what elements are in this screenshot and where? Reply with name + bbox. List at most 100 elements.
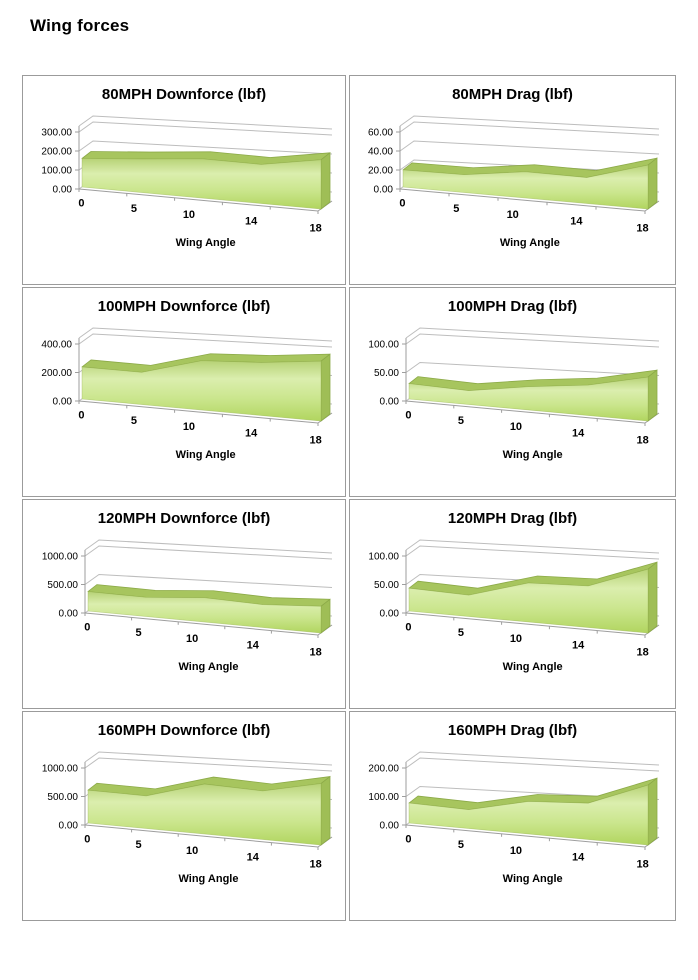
x-axis-title: Wing Angle bbox=[176, 449, 236, 461]
chart-title: 80MPH Drag (lbf) bbox=[452, 86, 573, 103]
y-axis-tick-label: 200.00 bbox=[41, 147, 72, 158]
y-axis-tick-label: 60.00 bbox=[368, 128, 393, 139]
chart-box-120mph-drag-lbf: 120MPH Drag (lbf) 0.00 50.00 100.00 0 5 10 14 18… bbox=[349, 499, 676, 709]
x-axis-tick-label: 0 bbox=[84, 621, 90, 633]
gridline bbox=[84, 757, 333, 772]
x-axis-tick-label: 10 bbox=[186, 845, 198, 857]
x-axis-title: Wing Angle bbox=[503, 873, 563, 885]
chart-box-80mph-downforce-lbf: 80MPH Downforce (lbf) 0.00 100.00 200.00 300… bbox=[22, 75, 346, 285]
area-side-cap bbox=[320, 151, 331, 210]
x-axis-tick-label: 14 bbox=[572, 428, 585, 440]
x-axis-tick-label: 5 bbox=[136, 839, 142, 851]
y-axis-tick-label: 500.00 bbox=[47, 580, 78, 591]
x-axis-tick-label: 14 bbox=[247, 640, 260, 652]
area-side-cap bbox=[647, 561, 658, 634]
x-axis-tick-label: 0 bbox=[405, 621, 411, 633]
x-axis-tick-label: 0 bbox=[405, 409, 411, 421]
gridline bbox=[84, 539, 333, 554]
chart-title: 120MPH Downforce (lbf) bbox=[97, 510, 271, 527]
x-axis-tick-label: 14 bbox=[245, 216, 258, 228]
x-axis-tick-label: 5 bbox=[458, 839, 464, 851]
x-axis-tick-label: 5 bbox=[136, 627, 142, 639]
area-front-face bbox=[408, 568, 649, 634]
gridline bbox=[405, 327, 660, 342]
x-axis-tick-label: 5 bbox=[458, 415, 464, 427]
gridline bbox=[84, 573, 333, 588]
area-front-face bbox=[81, 360, 322, 422]
gridline bbox=[405, 751, 660, 766]
gridline bbox=[78, 327, 333, 342]
plot-area-3d: 0.00 100.00 200.00 300.00 0 5 10 14 18 Wing Angle bbox=[41, 115, 333, 249]
gridline bbox=[78, 140, 333, 155]
gridline bbox=[78, 115, 333, 130]
x-axis-tick-label: 18 bbox=[636, 859, 648, 871]
x-axis-tick-label: 18 bbox=[310, 859, 322, 871]
x-axis-tick-label: 0 bbox=[84, 833, 90, 845]
y-axis-tick-label: 400.00 bbox=[41, 340, 72, 351]
chart-box-120mph-downforce-lbf: 120MPH Downforce (lbf) 0.00 500.00 1000.00 0… bbox=[22, 499, 346, 709]
x-axis-tick-label: 0 bbox=[78, 409, 84, 421]
x-axis-tick-label: 0 bbox=[399, 197, 405, 209]
area-front-face bbox=[402, 164, 649, 210]
y-axis-tick-label: 100.00 bbox=[368, 552, 399, 563]
area-front-face bbox=[408, 376, 649, 422]
x-axis-tick-label: 18 bbox=[310, 647, 322, 659]
y-axis-tick-label: 1000.00 bbox=[42, 764, 79, 775]
x-axis-tick-label: 5 bbox=[131, 415, 137, 427]
x-axis-tick-label: 18 bbox=[636, 223, 648, 235]
chart-box-80mph-drag-lbf: 80MPH Drag (lbf) 0.00 20.00 40.00 60.00 0 5 10 1… bbox=[349, 75, 676, 285]
y-axis-tick-label: 0.00 bbox=[53, 185, 73, 196]
y-axis-tick-label: 50.00 bbox=[374, 580, 399, 591]
y-axis-tick-label: 100.00 bbox=[368, 792, 399, 803]
x-axis-title: Wing Angle bbox=[176, 237, 236, 249]
gridline bbox=[399, 140, 660, 155]
x-axis-title: Wing Angle bbox=[178, 873, 238, 885]
area-side-cap bbox=[647, 777, 658, 846]
y-axis-tick-label: 0.00 bbox=[59, 821, 79, 832]
gridline bbox=[78, 121, 333, 136]
x-axis-tick-label: 5 bbox=[453, 203, 459, 215]
x-axis-tick-label: 14 bbox=[572, 852, 585, 864]
chart-title: 160MPH Drag (lbf) bbox=[447, 722, 578, 739]
area-side-cap bbox=[647, 157, 658, 210]
y-axis-tick-label: 1000.00 bbox=[42, 552, 79, 563]
plot-area-3d: 0.00 500.00 1000.00 0 5 10 14 18 Wing Angle bbox=[42, 539, 333, 673]
y-axis-tick-label: 200.00 bbox=[368, 764, 399, 775]
plot-area-3d: 0.00 50.00 100.00 0 5 10 14 18 Wing Angle bbox=[368, 327, 660, 461]
x-axis-tick-label: 18 bbox=[309, 435, 321, 447]
x-axis-tick-label: 10 bbox=[510, 845, 522, 857]
x-axis-tick-label: 14 bbox=[570, 216, 583, 228]
gridline bbox=[405, 539, 660, 554]
chart-title: 160MPH Downforce (lbf) bbox=[97, 722, 271, 739]
x-axis-tick-label: 10 bbox=[183, 209, 195, 221]
x-axis-tick-label: 5 bbox=[131, 203, 137, 215]
chart-title: 80MPH Downforce (lbf) bbox=[101, 86, 267, 103]
x-axis-tick-label: 14 bbox=[572, 640, 585, 652]
gridline bbox=[78, 333, 333, 348]
area-side-cap bbox=[320, 775, 331, 846]
y-axis-tick-label: 500.00 bbox=[47, 792, 78, 803]
x-axis-tick-label: 0 bbox=[78, 197, 84, 209]
y-axis-tick-label: 20.00 bbox=[368, 166, 393, 177]
area-side-cap bbox=[320, 353, 331, 422]
gridline bbox=[399, 115, 660, 130]
plot-area-3d: 0.00 20.00 40.00 60.00 0 5 10 14 18 Wing Angle bbox=[368, 115, 660, 249]
y-axis-tick-label: 0.00 bbox=[380, 397, 400, 408]
x-axis-tick-label: 18 bbox=[636, 647, 648, 659]
y-axis-tick-label: 0.00 bbox=[380, 609, 400, 620]
chart-title: 100MPH Downforce (lbf) bbox=[97, 298, 271, 315]
chart-box-100mph-downforce-lbf: 100MPH Downforce (lbf) 0.00 200.00 400.00 0 5… bbox=[22, 287, 346, 497]
y-axis-tick-label: 0.00 bbox=[380, 821, 400, 832]
gridline bbox=[84, 545, 333, 560]
gridline bbox=[405, 333, 660, 348]
x-axis-tick-label: 18 bbox=[636, 435, 648, 447]
gridline bbox=[399, 121, 660, 136]
charts-grid: 80MPH Downforce (lbf) 0.00 100.00 200.00 300… bbox=[22, 75, 676, 921]
page-title: Wing forces bbox=[30, 16, 130, 35]
area-front-face bbox=[408, 784, 649, 846]
plot-area-3d: 0.00 500.00 1000.00 0 5 10 14 18 Wing Angle bbox=[42, 751, 333, 885]
y-axis-tick-label: 0.00 bbox=[374, 185, 394, 196]
x-axis-tick-label: 10 bbox=[186, 633, 198, 645]
chart-title: 100MPH Drag (lbf) bbox=[447, 298, 578, 315]
